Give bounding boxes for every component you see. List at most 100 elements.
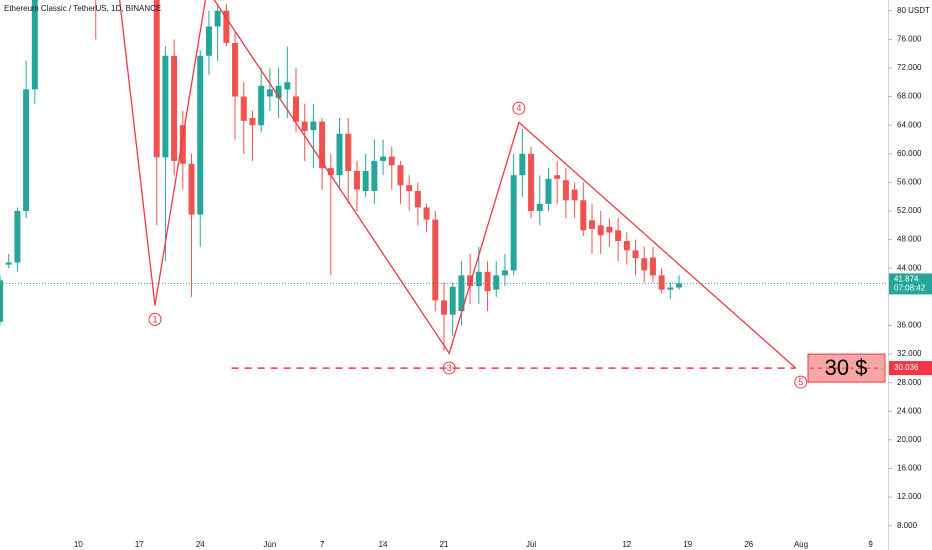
- x-tick-label: 14: [379, 540, 388, 549]
- y-tick-label: 76.000: [897, 34, 922, 43]
- y-tick-label: 56.000: [897, 177, 922, 186]
- x-tick-label: 24: [196, 540, 205, 549]
- x-tick-label: 19: [683, 540, 692, 549]
- candle-body: [188, 163, 195, 215]
- candle-body: [414, 190, 421, 208]
- candle-body: [449, 286, 456, 315]
- x-tick-label: 12: [622, 540, 631, 549]
- candle-body: [301, 121, 308, 131]
- x-tick-label: 21: [440, 540, 449, 549]
- candle-body: [371, 160, 378, 191]
- target-price-label: 30.036: [894, 363, 919, 372]
- candle-body: [501, 270, 508, 276]
- candle-body: [580, 200, 587, 231]
- candle-body: [171, 55, 178, 161]
- candle-body: [493, 275, 500, 290]
- candle-body: [519, 153, 526, 176]
- candle-body: [597, 225, 604, 236]
- y-tick-label: 8.000: [897, 521, 918, 530]
- x-tick-label: Jul: [526, 540, 536, 549]
- candle-body: [327, 168, 334, 176]
- x-tick-label: 17: [135, 540, 144, 549]
- x-tick-label: 10: [74, 540, 83, 549]
- wave-label: 4: [516, 103, 521, 113]
- candle-body: [432, 219, 439, 301]
- wave-marker: [512, 101, 526, 115]
- candle-body: [214, 10, 221, 27]
- candle-body: [153, 0, 160, 158]
- y-tick-label: 48.000: [897, 235, 922, 244]
- last-price-label: 41.874: [894, 275, 919, 284]
- candle-body: [423, 207, 430, 220]
- x-tick-label: 7: [320, 540, 325, 549]
- candle-body: [223, 10, 230, 43]
- candle-body: [345, 133, 352, 171]
- chart-title: Ethereum Classic / TetherUS, 1D, BINANCE: [4, 4, 161, 13]
- y-tick-label: 44.000: [897, 263, 922, 272]
- candle-body: [240, 96, 247, 121]
- candle-body: [205, 26, 212, 56]
- candle-body: [388, 156, 395, 166]
- y-tick-label: 80 USDT: [897, 6, 930, 15]
- candle-body: [362, 170, 369, 191]
- candle-body: [667, 287, 674, 290]
- candle-body: [554, 175, 561, 179]
- candle-body: [275, 85, 282, 98]
- candle-body: [162, 55, 169, 158]
- candle-body: [179, 125, 186, 164]
- candle-body: [475, 271, 482, 287]
- wave-marker: [148, 312, 162, 326]
- candle-body: [441, 300, 447, 315]
- candle-body: [31, 0, 38, 90]
- candle-body: [589, 220, 595, 229]
- y-tick-label: 52.000: [897, 206, 922, 215]
- y-tick-label: 32.000: [897, 349, 922, 358]
- y-tick-label: 64.000: [897, 120, 922, 129]
- candle-body: [658, 275, 665, 290]
- candle-body: [380, 156, 387, 161]
- candle-body: [641, 258, 648, 271]
- candle-body: [232, 42, 239, 97]
- y-tick-label: 36.000: [897, 321, 922, 330]
- candle-body: [258, 85, 265, 126]
- candle-body: [293, 96, 299, 122]
- candle-body: [458, 275, 465, 312]
- candle-body: [397, 165, 404, 186]
- candle-body: [310, 121, 317, 131]
- candle-body: [284, 82, 291, 90]
- y-tick-label: 72.000: [897, 63, 922, 72]
- plot-area: 1 3 4 5 30 $: [0, 0, 888, 389]
- candle-body: [571, 189, 578, 201]
- wave-marker: [794, 375, 808, 389]
- candle-body: [632, 250, 639, 259]
- y-tick-label: 20.000: [897, 435, 922, 444]
- y-tick-label: 16.000: [897, 464, 922, 473]
- candle-body: [14, 210, 21, 263]
- countdown-label: 07:08:42: [894, 284, 926, 293]
- candle-body: [649, 257, 656, 276]
- y-tick-label: 28.000: [897, 378, 922, 387]
- candle-body: [615, 230, 622, 242]
- x-tick-label: 9: [868, 540, 873, 549]
- wave-label: 3: [447, 363, 452, 373]
- wave-label: 5: [798, 377, 803, 387]
- candle-body: [249, 118, 256, 126]
- candle-body: [467, 275, 474, 287]
- candle-body: [606, 226, 613, 233]
- candle-body: [484, 271, 491, 292]
- target-price-badge: [889, 361, 932, 376]
- candle-body: [545, 178, 552, 204]
- y-tick-label: 68.000: [897, 92, 922, 101]
- y-tick-label: 60.000: [897, 149, 922, 158]
- candle-body: [676, 283, 683, 288]
- candle-body: [353, 170, 360, 190]
- target-text: 30 $: [825, 355, 868, 380]
- candle-body: [536, 203, 543, 211]
- candle-body: [319, 121, 326, 169]
- candle-body: [406, 185, 413, 191]
- candle-body: [5, 262, 12, 265]
- candle-body: [197, 55, 204, 215]
- candle-body: [528, 153, 535, 211]
